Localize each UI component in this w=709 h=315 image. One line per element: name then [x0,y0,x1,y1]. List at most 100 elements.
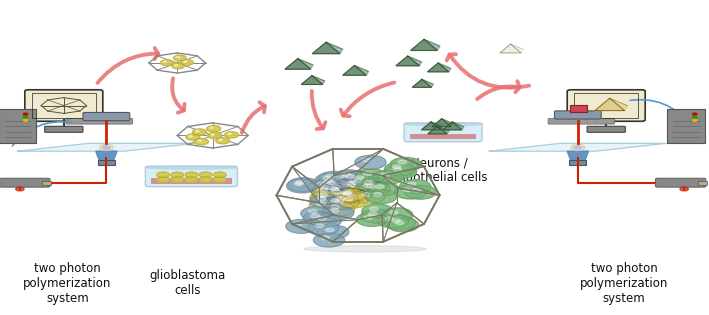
FancyBboxPatch shape [667,109,705,143]
Circle shape [405,185,436,199]
Polygon shape [326,42,342,54]
Circle shape [16,187,24,191]
Circle shape [385,217,393,220]
Circle shape [366,190,397,203]
Circle shape [213,172,226,178]
Circle shape [181,60,194,65]
Circle shape [207,126,221,132]
Circle shape [324,179,333,183]
Circle shape [357,213,388,226]
Polygon shape [431,122,442,130]
Circle shape [330,209,339,213]
FancyBboxPatch shape [81,119,87,120]
Circle shape [324,186,355,200]
Circle shape [171,172,184,178]
Circle shape [354,178,362,182]
Circle shape [392,165,401,169]
FancyBboxPatch shape [597,122,603,123]
Circle shape [400,180,431,193]
Circle shape [357,178,388,192]
Circle shape [208,132,222,139]
FancyBboxPatch shape [106,120,113,121]
Circle shape [318,197,326,201]
Circle shape [328,172,359,186]
Circle shape [174,55,186,61]
Circle shape [23,116,28,118]
Circle shape [310,214,341,228]
Polygon shape [285,59,311,69]
Circle shape [393,168,401,171]
Polygon shape [96,151,117,161]
Circle shape [364,184,372,188]
FancyBboxPatch shape [570,105,587,112]
Circle shape [318,225,349,239]
Circle shape [367,184,375,188]
Circle shape [693,113,697,115]
Circle shape [363,172,372,175]
Circle shape [335,193,343,197]
FancyBboxPatch shape [115,119,121,120]
Circle shape [344,192,352,195]
Circle shape [403,188,411,192]
FancyBboxPatch shape [588,122,595,123]
Polygon shape [510,44,523,53]
Circle shape [313,183,344,197]
FancyBboxPatch shape [45,126,83,132]
Circle shape [308,209,317,213]
Ellipse shape [406,123,481,126]
Circle shape [331,205,340,209]
Circle shape [318,171,350,185]
Circle shape [348,182,357,186]
Circle shape [301,207,332,220]
Circle shape [337,178,369,192]
Circle shape [185,177,198,182]
Circle shape [174,65,178,66]
Circle shape [356,176,364,180]
FancyBboxPatch shape [563,122,569,123]
Circle shape [340,180,372,193]
Circle shape [342,190,350,194]
FancyBboxPatch shape [25,90,103,121]
Circle shape [343,191,352,195]
FancyBboxPatch shape [588,119,595,120]
FancyBboxPatch shape [89,122,96,123]
Circle shape [390,158,421,171]
Circle shape [339,190,370,203]
Polygon shape [452,122,464,130]
Circle shape [23,113,28,115]
Circle shape [320,186,329,190]
FancyBboxPatch shape [655,178,706,187]
Circle shape [347,183,355,186]
FancyBboxPatch shape [597,119,603,120]
FancyBboxPatch shape [567,90,645,121]
Circle shape [345,181,354,185]
FancyBboxPatch shape [98,119,104,120]
Text: two photon
polymerization
system: two photon polymerization system [580,262,668,305]
Circle shape [320,193,328,197]
Circle shape [316,224,324,228]
Circle shape [313,233,345,247]
FancyBboxPatch shape [580,120,586,121]
Circle shape [680,187,688,191]
Circle shape [346,175,377,189]
Circle shape [186,134,200,140]
Polygon shape [442,119,453,127]
Circle shape [347,192,355,196]
Circle shape [336,175,345,178]
Circle shape [311,185,342,199]
Circle shape [23,119,28,121]
Circle shape [396,221,404,225]
FancyBboxPatch shape [548,118,615,124]
Polygon shape [411,39,437,50]
Circle shape [335,188,367,202]
Polygon shape [301,76,323,84]
Circle shape [332,189,340,193]
Polygon shape [354,66,369,75]
FancyBboxPatch shape [587,126,625,132]
FancyBboxPatch shape [569,160,586,165]
Circle shape [348,173,379,187]
FancyBboxPatch shape [554,119,561,120]
FancyBboxPatch shape [554,122,561,123]
Ellipse shape [304,246,426,252]
Polygon shape [298,59,313,69]
